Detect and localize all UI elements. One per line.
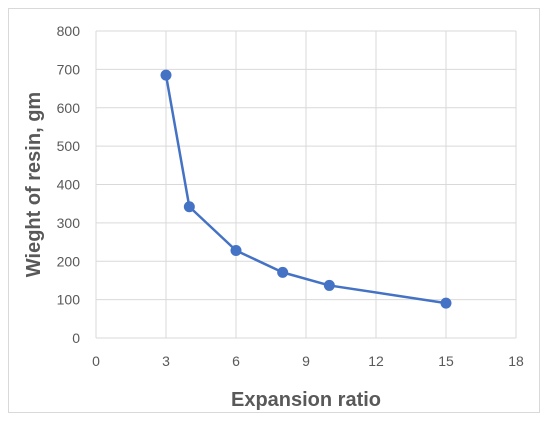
y-tick-label: 200 xyxy=(57,253,81,269)
y-tick-label: 400 xyxy=(57,177,81,193)
data-point xyxy=(323,279,335,291)
data-point xyxy=(440,297,452,309)
x-tick-label: 9 xyxy=(302,353,310,369)
grid-lines xyxy=(95,30,517,339)
y-tick-label: 700 xyxy=(57,61,81,77)
series-group xyxy=(160,69,452,309)
data-point xyxy=(230,245,242,257)
y-tick-label: 300 xyxy=(57,215,81,231)
y-axis-title: Wieght of resin, gm xyxy=(23,92,45,277)
x-tick-label: 12 xyxy=(368,353,384,369)
y-tick-label: 100 xyxy=(57,292,81,308)
y-tick-label: 600 xyxy=(57,100,81,116)
y-tick-label: 500 xyxy=(57,138,81,154)
tick-labels: 0 100 200 300 400 500 600 700 800 0 3 6 9 12 15 18 xyxy=(57,23,524,369)
x-axis-title: Expansion ratio xyxy=(231,389,381,411)
x-tick-label: 15 xyxy=(438,353,454,369)
y-tick-label: 0 xyxy=(72,330,80,346)
x-tick-label: 3 xyxy=(162,353,170,369)
data-point xyxy=(160,69,172,81)
x-tick-label: 0 xyxy=(92,353,100,369)
data-point xyxy=(183,201,195,213)
y-tick-label: 800 xyxy=(57,23,81,39)
chart-frame xyxy=(8,8,540,413)
x-tick-label: 18 xyxy=(508,353,524,369)
x-tick-label: 6 xyxy=(232,353,240,369)
data-point xyxy=(277,266,289,278)
series-line xyxy=(164,74,447,305)
